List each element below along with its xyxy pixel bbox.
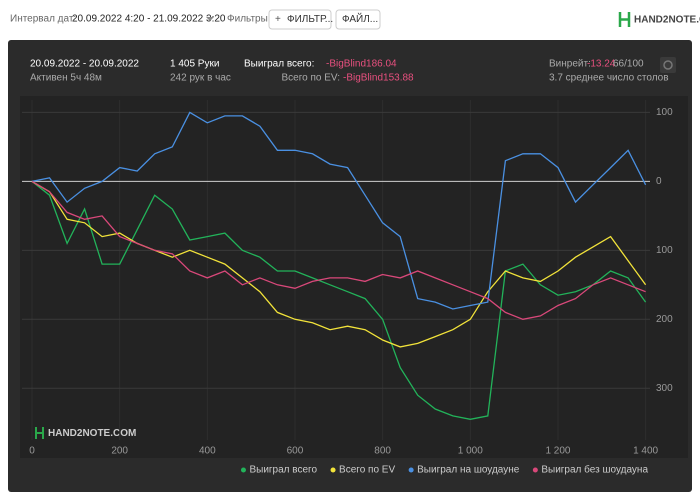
- series-line: [31, 111, 647, 310]
- hands: 1 405 Руки: [170, 59, 219, 70]
- x-tick-label: 1 000: [458, 446, 483, 457]
- active-time: Активен 5ч 48м: [30, 73, 102, 84]
- settings-button[interactable]: [660, 57, 676, 73]
- tables: 3.7 среднее число столов: [549, 73, 669, 84]
- legend-marker: [240, 467, 246, 473]
- winrate-unit: 66/100: [613, 59, 644, 70]
- file-button[interactable]: [335, 9, 381, 30]
- legend-label: Выиграл без шоудауна: [541, 464, 648, 476]
- won-value: -BigBlind186.04: [326, 59, 397, 70]
- file-button-text[interactable]: ФАЙЛ...: [342, 12, 378, 25]
- date-range[interactable]: 20.09.2022 4:20 - 21.09.2022 3:20: [72, 14, 226, 25]
- settings-icon: [663, 60, 673, 70]
- filters-label: Фильтры:: [227, 14, 271, 25]
- x-tick-label: 1 400: [633, 446, 658, 457]
- series-line: [31, 180, 646, 320]
- logo-text: HAND2NOTE.COM: [634, 15, 700, 26]
- hands-per-hour: 242 рук в час: [170, 73, 231, 84]
- series-line: [31, 180, 647, 420]
- y-tick-label: 300: [656, 383, 673, 394]
- legend-label: Выиграл на шоудауне: [417, 465, 520, 476]
- filter-button-text[interactable]: ФИЛЬТР...: [287, 14, 333, 25]
- legend-marker: [330, 467, 336, 473]
- y-tick-label: 100: [656, 107, 673, 118]
- logo-icon: [618, 12, 631, 27]
- ev-label: Всего по EV:: [281, 73, 340, 84]
- y-tick-label: 200: [656, 314, 673, 325]
- watermark-icon: [35, 427, 44, 439]
- plus-icon: +: [275, 14, 281, 25]
- x-tick-label: 600: [287, 446, 304, 457]
- x-tick-label: 200: [111, 446, 128, 457]
- x-tick-label: 400: [199, 446, 216, 457]
- x-tick-label: 1 200: [545, 446, 570, 457]
- y-tick-label: 100: [656, 245, 673, 256]
- date-label: Интервал дат:: [10, 14, 76, 25]
- watermark: HAND2NOTE.COM: [35, 427, 136, 439]
- watermark-text: HAND2NOTE.COM: [48, 428, 136, 439]
- x-tick-label: 800: [374, 446, 391, 457]
- winrate-value: -13.24: [587, 59, 616, 70]
- y-tick-label: 0: [656, 176, 662, 187]
- plot-area: [20, 96, 688, 458]
- legend: Выиграл без шоудауна Выиграл на шоудауне В…: [240, 464, 648, 476]
- period: 20.09.2022 - 20.09.2022: [30, 59, 139, 70]
- winrate-label: Винрейт:: [549, 59, 591, 70]
- filter-button[interactable]: [268, 9, 332, 30]
- won-label: Выиграл всего:: [244, 59, 314, 70]
- legend-label: Всего по EV: [339, 465, 395, 476]
- legend-marker: [532, 467, 538, 473]
- legend-label: Выиграл всего: [249, 465, 317, 476]
- dropdown-arrow[interactable]: [206, 17, 214, 21]
- legend-marker: [408, 467, 414, 473]
- x-tick-label: 0: [29, 446, 35, 457]
- ev-value: -BigBlind153.88: [343, 73, 414, 84]
